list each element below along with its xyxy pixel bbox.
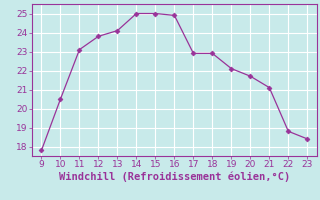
X-axis label: Windchill (Refroidissement éolien,°C): Windchill (Refroidissement éolien,°C)	[59, 172, 290, 182]
